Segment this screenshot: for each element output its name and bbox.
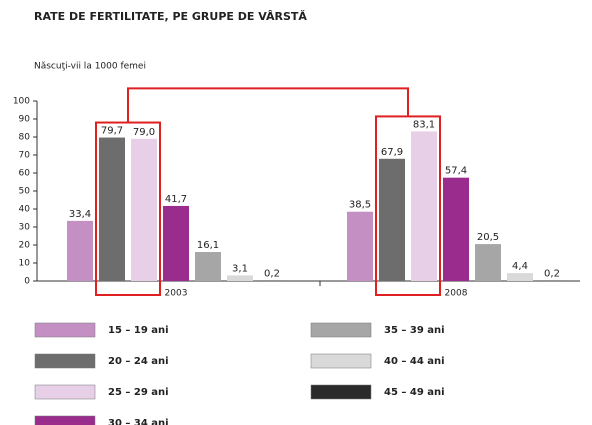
y-tick-label: 90 <box>19 115 31 125</box>
legend-label: 20 – 24 ani <box>108 356 169 367</box>
x-tick-label: 2008 <box>445 289 468 299</box>
value-label: 67,9 <box>381 147 403 158</box>
legend-swatch <box>34 384 96 400</box>
legend-swatch <box>310 353 372 369</box>
value-label: 3,1 <box>232 263 248 274</box>
value-label: 79,7 <box>101 126 123 137</box>
value-label: 33,4 <box>69 209 91 220</box>
bar <box>411 131 437 281</box>
legend-label: 35 – 39 ani <box>384 325 445 336</box>
legend-label: 45 – 49 ani <box>384 387 445 398</box>
x-tick-label: 2003 <box>165 289 188 299</box>
bar <box>163 205 189 281</box>
legend-swatch <box>34 322 96 338</box>
y-tick-label: 80 <box>19 133 31 143</box>
value-label: 41,7 <box>165 194 187 205</box>
bar <box>475 244 501 281</box>
chart-title: RATE DE FERTILITATE, PE GRUPE DE VÂRSTĂ <box>34 10 307 23</box>
bar <box>443 177 469 281</box>
legend-swatch <box>310 384 372 400</box>
value-label: 0,2 <box>264 269 280 280</box>
legend-swatch <box>34 415 96 425</box>
y-tick-label: 0 <box>24 277 30 287</box>
chart-subtitle: Născuţi-vii la 1000 femei <box>34 62 146 72</box>
legend-label: 25 – 29 ani <box>108 387 169 398</box>
value-label: 20,5 <box>477 232 499 243</box>
y-tick-label: 20 <box>19 241 31 251</box>
legend-label: 40 – 44 ani <box>384 356 445 367</box>
bar <box>195 252 221 281</box>
bar <box>507 273 533 281</box>
y-tick-label: 60 <box>19 169 31 179</box>
highlight-connector <box>127 87 409 123</box>
value-label: 0,2 <box>544 269 560 280</box>
bar <box>131 138 157 281</box>
legend-swatch <box>310 322 372 338</box>
y-tick-label: 100 <box>13 97 30 107</box>
value-label: 16,1 <box>197 240 219 251</box>
value-label: 4,4 <box>512 261 528 272</box>
value-label: 38,5 <box>349 200 371 211</box>
legend-swatch <box>34 353 96 369</box>
y-tick-label: 30 <box>19 223 31 233</box>
y-tick-label: 10 <box>19 259 31 269</box>
bar <box>99 137 125 281</box>
value-label: 79,0 <box>133 127 155 138</box>
y-tick-label: 40 <box>19 205 31 215</box>
value-label: 83,1 <box>413 119 435 130</box>
y-tick-label: 70 <box>19 151 31 161</box>
bar <box>347 211 373 281</box>
bar <box>379 158 405 281</box>
y-tick-label: 50 <box>19 187 31 197</box>
value-label: 57,4 <box>445 166 467 177</box>
bar <box>227 275 253 281</box>
legend-label: 15 – 19 ani <box>108 325 169 336</box>
legend-label: 30 – 34 ani <box>108 418 169 425</box>
bar <box>67 220 93 281</box>
